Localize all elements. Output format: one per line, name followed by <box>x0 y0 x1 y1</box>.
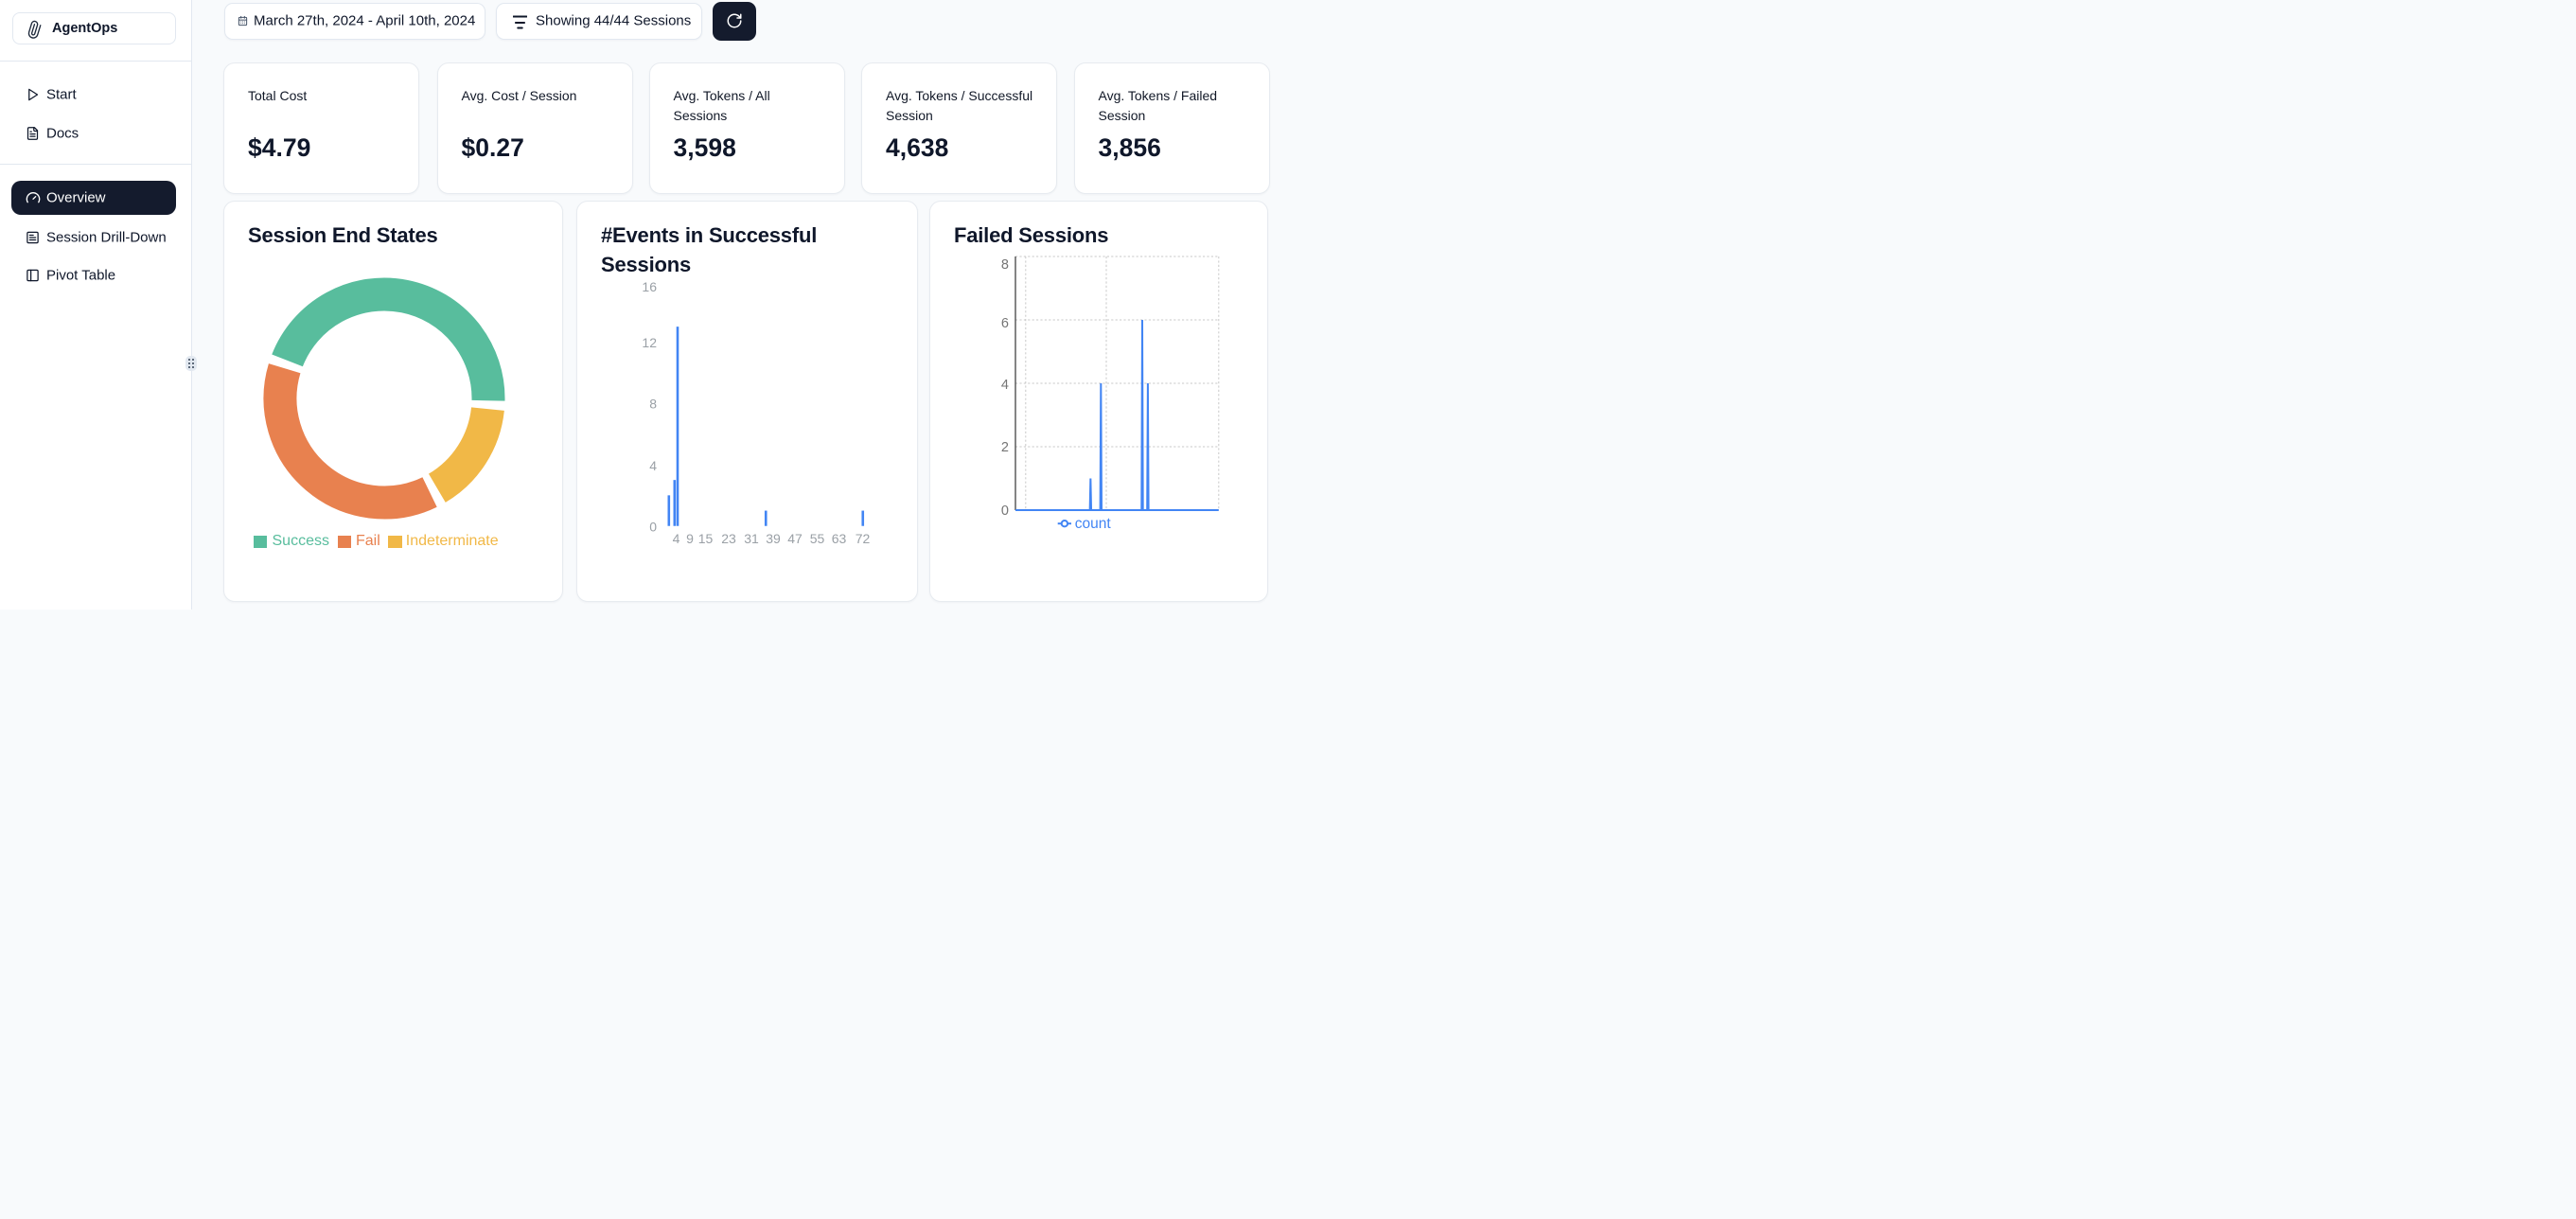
svg-text:9: 9 <box>686 531 694 546</box>
svg-text:55: 55 <box>810 531 825 546</box>
svg-text:12: 12 <box>642 335 657 350</box>
svg-text:4: 4 <box>649 458 657 473</box>
svg-text:6: 6 <box>1000 316 1008 331</box>
svg-text:47: 47 <box>787 531 803 546</box>
svg-text:16: 16 <box>642 279 657 294</box>
svg-text:0: 0 <box>649 520 657 535</box>
svg-text:0: 0 <box>1000 504 1008 519</box>
svg-text:31: 31 <box>744 531 759 546</box>
svg-text:count: count <box>1074 516 1111 532</box>
svg-text:4: 4 <box>1000 378 1008 393</box>
svg-text:23: 23 <box>721 531 736 546</box>
svg-text:2: 2 <box>1000 440 1008 455</box>
svg-text:15: 15 <box>698 531 714 546</box>
svg-text:8: 8 <box>1000 257 1008 273</box>
svg-text:4: 4 <box>673 531 680 546</box>
svg-text:63: 63 <box>832 531 847 546</box>
svg-text:39: 39 <box>766 531 781 546</box>
svg-text:72: 72 <box>856 531 871 546</box>
svg-text:8: 8 <box>649 397 657 412</box>
